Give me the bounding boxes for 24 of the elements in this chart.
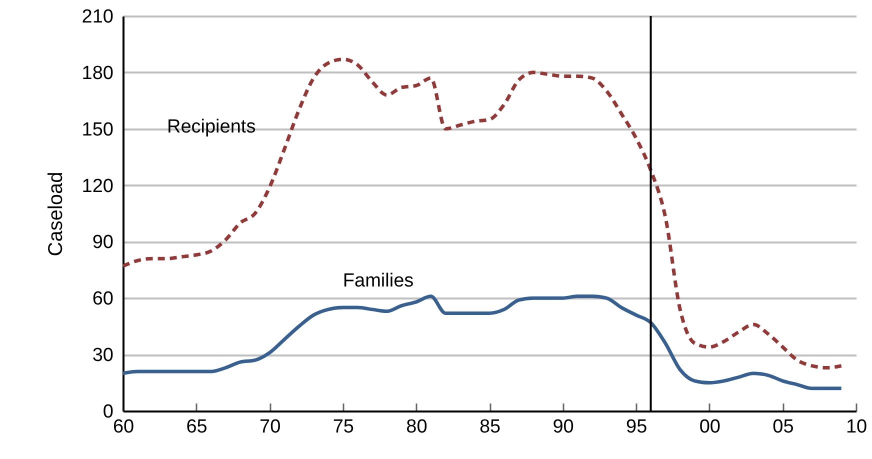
series-label: Families	[342, 270, 414, 292]
x-tick-label: 75	[332, 416, 354, 438]
y-tick-label: 120	[82, 176, 114, 197]
x-tick-label: 65	[186, 416, 208, 438]
series-label: Recipients	[166, 116, 256, 138]
x-tick-label: 70	[260, 416, 281, 438]
x-tick-label: 95	[626, 416, 648, 438]
x-tick-label: 00	[699, 416, 720, 438]
y-tick-label: 210	[82, 6, 114, 28]
x-tick-label: 90	[552, 416, 574, 438]
y-tick-label: 30	[92, 345, 114, 366]
line-series	[121, 294, 844, 390]
y-tick-label: 90	[92, 232, 114, 254]
x-tick-label: 10	[846, 416, 868, 438]
x-tick-label: 05	[772, 416, 794, 438]
y-tick-label: 60	[92, 288, 114, 310]
line-series	[121, 58, 844, 370]
y-axis-title: Caseload	[44, 172, 67, 256]
x-tick-label: 85	[479, 416, 501, 438]
y-tick-label: 0	[102, 402, 114, 422]
x-tick-label: 60	[112, 416, 134, 438]
x-tick-label: 80	[406, 416, 428, 438]
y-tick-label: 180	[82, 62, 114, 84]
y-tick-label: 150	[82, 119, 114, 140]
